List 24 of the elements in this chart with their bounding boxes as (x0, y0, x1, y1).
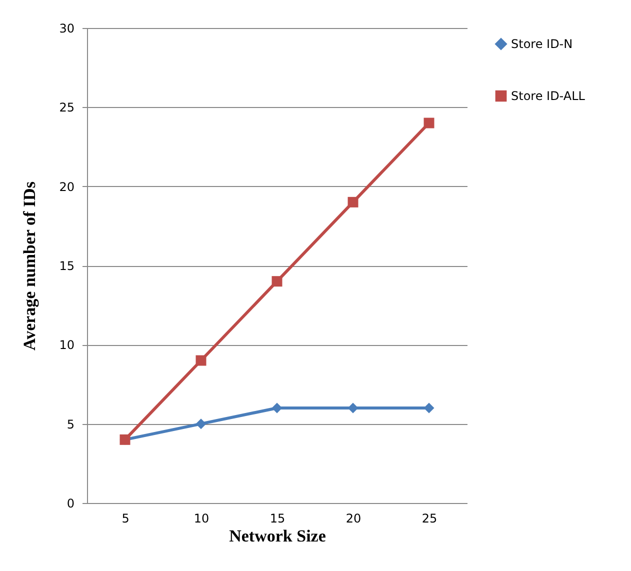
x-tick-label: 10 (194, 512, 210, 526)
y-tick-label: 15 (59, 259, 74, 273)
legend-label: Store ID-ALL (511, 89, 586, 103)
y-tick-label: 20 (59, 180, 74, 194)
y-tick-label: 25 (59, 100, 74, 115)
y-tick-label: 5 (66, 417, 74, 432)
point (272, 402, 282, 414)
point (272, 276, 282, 287)
y-tick-label: 0 (66, 496, 74, 510)
y-tick-label: 10 (59, 338, 74, 352)
x-axis-title: Network Size (229, 526, 326, 546)
y-axis-title: Average number of IDs (20, 181, 40, 350)
y-tick-label: 30 (59, 22, 74, 36)
x-tick-label: 5 (122, 512, 130, 526)
x-tick-label: 15 (270, 512, 286, 526)
point (424, 118, 434, 128)
point (348, 402, 358, 414)
point (196, 355, 206, 366)
x-tick-label: 20 (346, 512, 362, 526)
point (196, 418, 206, 430)
point (424, 402, 434, 414)
legend-label: Store ID-N (511, 37, 573, 51)
x-tick-label: 25 (422, 512, 438, 526)
point (348, 196, 358, 208)
